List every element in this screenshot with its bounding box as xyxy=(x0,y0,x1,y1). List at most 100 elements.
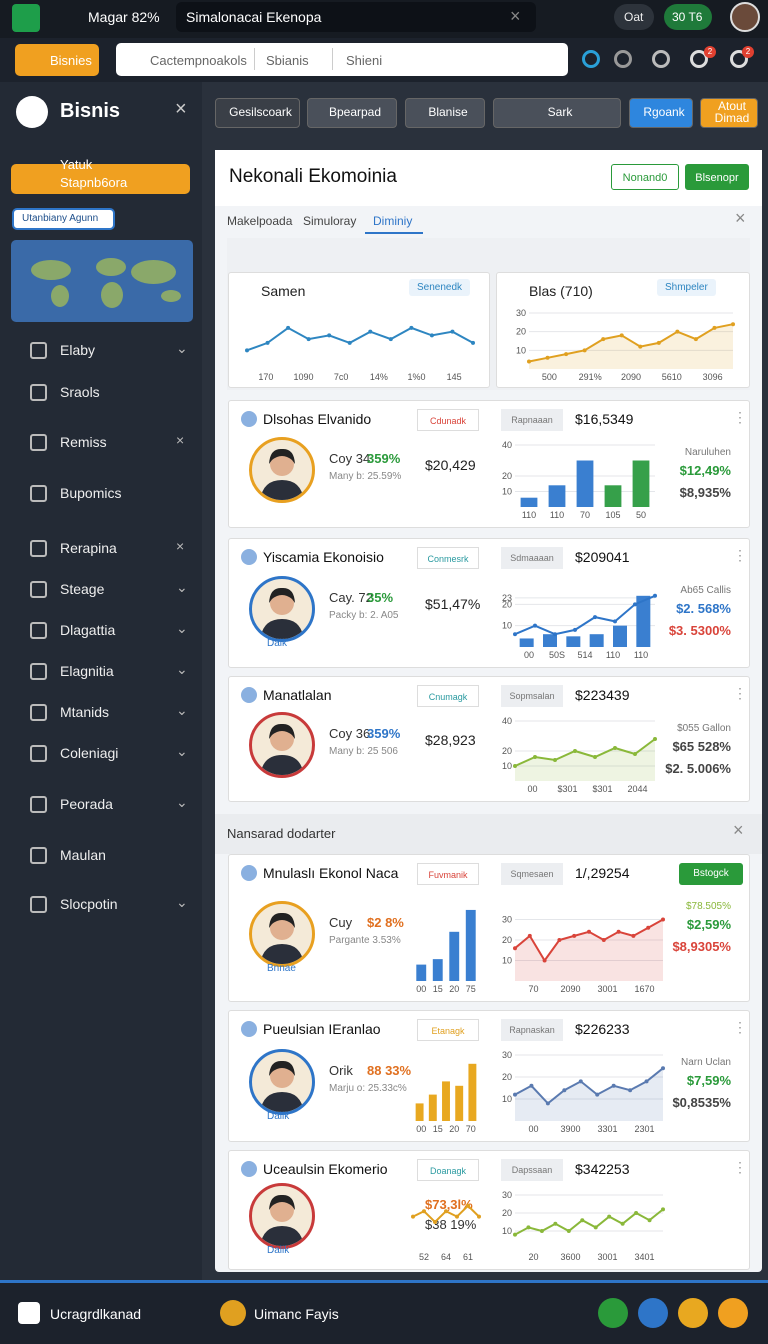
search-bar[interactable] xyxy=(176,2,536,32)
menu-toggle[interactable]: × xyxy=(176,432,185,448)
menu-icon[interactable] xyxy=(30,622,47,639)
menu-icon[interactable] xyxy=(30,540,47,557)
menu-icon[interactable] xyxy=(30,384,47,401)
menu-item[interactable]: Peorada xyxy=(60,796,113,812)
bar xyxy=(548,485,566,507)
tab-button[interactable] xyxy=(493,98,621,128)
menu-toggle[interactable]: ⌄ xyxy=(176,894,188,910)
avatar-label: Dalk xyxy=(267,638,288,649)
panel-action[interactable]: Blsenopr xyxy=(685,164,749,190)
panel-action[interactable]: Nonand0 xyxy=(611,164,679,190)
highlight-item[interactable] xyxy=(11,164,190,194)
mini-chart: 30 20 10 70 2090 3001 1670 xyxy=(502,915,665,994)
avatar-head xyxy=(270,591,294,615)
menu-icon[interactable] xyxy=(30,342,47,359)
menu-item[interactable]: Elaby xyxy=(60,342,96,358)
menu-item[interactable]: Rerapina xyxy=(60,540,117,556)
card-menu[interactable]: ⋮ xyxy=(733,409,747,425)
menu-toggle[interactable]: × xyxy=(176,538,185,554)
menu-icon[interactable] xyxy=(30,847,47,864)
x-tick-label: 5610 xyxy=(662,372,682,382)
card-menu[interactable]: ⋮ xyxy=(733,685,747,701)
menu-item[interactable]: Steage xyxy=(60,581,105,597)
chip[interactable] xyxy=(664,4,712,30)
tab-button[interactable] xyxy=(405,98,485,128)
menu-toggle[interactable]: ⌄ xyxy=(176,661,188,677)
menu-icon[interactable] xyxy=(30,485,47,502)
menu-item[interactable]: Slocpotin xyxy=(60,896,118,912)
x-tick-label: 3096 xyxy=(703,372,723,382)
bottom-action[interactable] xyxy=(678,1298,708,1328)
menu-icon[interactable] xyxy=(30,663,47,680)
card-menu[interactable]: ⋮ xyxy=(733,1159,747,1175)
menu-toggle[interactable]: ⌄ xyxy=(176,743,188,759)
tab-button[interactable] xyxy=(215,98,300,128)
toolbar-icon[interactable] xyxy=(582,50,600,68)
y-tick-label: 10 xyxy=(502,487,512,497)
bar xyxy=(519,638,534,647)
menu-item[interactable]: Coleniagi xyxy=(60,745,119,761)
profile-avatar[interactable] xyxy=(730,2,760,32)
card-menu[interactable]: ⋮ xyxy=(733,547,747,563)
menu-toggle[interactable]: ⌄ xyxy=(176,340,188,356)
panel-tab[interactable]: Makelpoada xyxy=(227,214,293,228)
toolbar-icon[interactable] xyxy=(614,50,632,68)
tab-button[interactable] xyxy=(307,98,397,128)
bottom-left-text[interactable]: Ucragrdlkanad xyxy=(50,1306,142,1322)
card-menu[interactable]: ⋮ xyxy=(733,1019,747,1035)
menu-item[interactable]: Sraols xyxy=(60,384,100,400)
menu-toggle[interactable]: ⌄ xyxy=(176,702,188,718)
close-search[interactable]: × xyxy=(510,6,521,26)
menu-icon[interactable] xyxy=(30,581,47,598)
search-input[interactable] xyxy=(116,43,568,76)
menu-toggle[interactable]: ⌄ xyxy=(176,579,188,595)
point xyxy=(513,946,517,951)
sidebar-close[interactable]: × xyxy=(175,98,187,120)
section-close[interactable]: × xyxy=(733,820,744,840)
card-action[interactable]: Bstogck xyxy=(679,863,743,885)
panel-tab[interactable]: Simuloray xyxy=(303,214,357,228)
menu-icon[interactable] xyxy=(30,796,47,813)
panel-close[interactable]: × xyxy=(735,208,746,228)
bottom-action[interactable] xyxy=(638,1298,668,1328)
panel-tab[interactable]: Diminiy xyxy=(373,214,413,228)
x-tick-label: 170 xyxy=(258,372,273,382)
bottom-action[interactable] xyxy=(598,1298,628,1328)
chip[interactable] xyxy=(614,4,654,30)
bottom-action[interactable] xyxy=(718,1298,748,1328)
avatar-body xyxy=(260,755,304,775)
chart-tag: Shmpeler xyxy=(657,279,716,296)
menu-item[interactable]: Remiss xyxy=(60,434,107,450)
toolbar-icon[interactable] xyxy=(730,50,748,68)
point xyxy=(661,1207,665,1212)
menu-icon[interactable] xyxy=(30,704,47,721)
primary-button[interactable] xyxy=(15,44,99,76)
tab-button[interactable] xyxy=(629,98,693,128)
y-tick-label: 10 xyxy=(502,761,512,771)
bottom-right-text[interactable]: Uimanc Fayis xyxy=(254,1306,339,1322)
stat-sub: $38 19% xyxy=(425,1217,477,1232)
menu-item[interactable]: Dlagattia xyxy=(60,622,116,638)
menu-icon[interactable] xyxy=(30,896,47,913)
toolbar-icon[interactable] xyxy=(690,50,708,68)
tab-text: Bpearpad xyxy=(328,105,382,119)
toolbar-icon[interactable] xyxy=(652,50,670,68)
tab-button[interactable] xyxy=(700,98,758,128)
menu-item[interactable]: Mtanids xyxy=(60,704,110,720)
tab-text: Sark xyxy=(547,105,573,119)
menu-icon[interactable] xyxy=(30,434,47,451)
menu-toggle[interactable]: ⌄ xyxy=(176,620,188,636)
point xyxy=(245,348,249,353)
point xyxy=(466,1203,470,1208)
menu-icon[interactable] xyxy=(30,745,47,762)
x-tick-label: 3600 xyxy=(560,1252,580,1262)
menu-item[interactable]: Bupomics xyxy=(60,485,122,501)
sidebar-logo xyxy=(16,96,48,128)
menu-item[interactable]: Maulan xyxy=(60,847,106,863)
side-label: $78.505% xyxy=(685,901,731,912)
menu-item[interactable]: Elagnitia xyxy=(60,663,114,679)
side-label: $2,59% xyxy=(686,917,731,932)
tab-text: Atout Dimad xyxy=(714,99,750,125)
card-tag: Fuvmanik xyxy=(417,863,479,885)
menu-toggle[interactable]: ⌄ xyxy=(176,794,188,810)
